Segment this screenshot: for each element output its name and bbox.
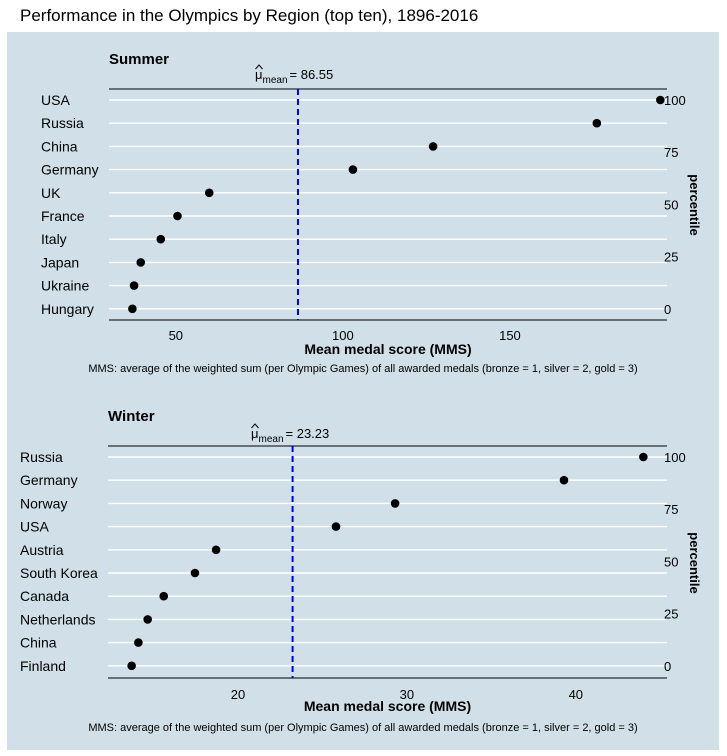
percentile-tick-label: 0 bbox=[664, 302, 671, 317]
data-point bbox=[156, 234, 166, 244]
data-point bbox=[190, 568, 200, 578]
data-point bbox=[428, 142, 438, 151]
chart-caption: MMS: average of the weighted sum (per Ol… bbox=[88, 722, 637, 734]
data-point bbox=[127, 661, 136, 671]
category-label: Germany bbox=[20, 472, 78, 488]
data-point bbox=[331, 522, 341, 531]
panel-title: Summer bbox=[109, 51, 169, 68]
x-tick-label: 150 bbox=[499, 328, 521, 343]
page-title: Performance in the Olympics by Region (t… bbox=[20, 6, 479, 25]
category-label: Russia bbox=[20, 449, 63, 465]
percentile-tick-label: 50 bbox=[664, 554, 678, 569]
x-tick-label: 40 bbox=[569, 687, 583, 702]
category-label: France bbox=[41, 208, 85, 224]
category-label: Netherlands bbox=[20, 611, 96, 627]
data-point bbox=[656, 95, 665, 105]
panel-winter: Winter Russia Germany Norway USA Austria South… bbox=[20, 408, 702, 734]
data-point bbox=[390, 499, 400, 508]
data-point bbox=[559, 475, 569, 485]
percentile-axis-label: percentile bbox=[687, 174, 702, 235]
category-label: USA bbox=[41, 92, 70, 108]
data-point bbox=[639, 452, 648, 462]
data-point bbox=[143, 615, 152, 624]
data-point bbox=[129, 281, 139, 290]
percentile-tick-label: 25 bbox=[664, 250, 678, 265]
category-label: Hungary bbox=[41, 301, 94, 317]
percentile-tick-label: 75 bbox=[664, 145, 678, 160]
category-label: USA bbox=[20, 519, 49, 535]
mean-label: μmean = 86.55 bbox=[255, 67, 333, 86]
data-point bbox=[128, 304, 137, 314]
category-label: Finland bbox=[20, 658, 66, 674]
percentile-tick-label: 100 bbox=[664, 93, 686, 108]
category-label: Italy bbox=[41, 231, 67, 247]
data-point bbox=[159, 591, 169, 601]
percentile-tick-label: 100 bbox=[664, 450, 686, 465]
x-tick-label: 30 bbox=[400, 687, 414, 702]
mean-label: μmean = 23.23 bbox=[251, 426, 329, 445]
category-label: China bbox=[20, 635, 57, 651]
category-label: Russia bbox=[41, 115, 84, 131]
data-point bbox=[134, 638, 143, 647]
data-point bbox=[348, 165, 358, 174]
x-axis-label: Mean medal score (MMS) bbox=[304, 698, 471, 714]
percentile-tick-label: 0 bbox=[664, 659, 671, 674]
data-point bbox=[592, 118, 602, 128]
percentile-axis-label: percentile bbox=[687, 532, 702, 593]
data-point bbox=[204, 188, 214, 198]
category-label: Austria bbox=[20, 542, 64, 558]
category-label: Germany bbox=[41, 162, 99, 178]
chart-background bbox=[7, 32, 719, 750]
category-label: Norway bbox=[20, 495, 67, 511]
category-label: Ukraine bbox=[41, 278, 89, 294]
panel-summer: Summer USA Russia China Germany UK France Italy… bbox=[41, 51, 702, 375]
x-tick-label: 100 bbox=[332, 328, 354, 343]
category-label: Japan bbox=[41, 254, 79, 270]
data-point bbox=[173, 211, 182, 221]
percentile-tick-label: 75 bbox=[664, 502, 678, 517]
mean-hat bbox=[251, 423, 259, 429]
x-axis-label: Mean medal score (MMS) bbox=[304, 341, 471, 357]
category-label: South Korea bbox=[20, 565, 98, 581]
category-label: China bbox=[41, 138, 78, 154]
percentile-tick-label: 25 bbox=[664, 607, 678, 622]
category-label: UK bbox=[41, 185, 61, 201]
x-tick-label: 50 bbox=[169, 328, 183, 343]
data-point bbox=[136, 258, 146, 267]
category-label: Canada bbox=[20, 588, 69, 604]
panel-title: Winter bbox=[108, 408, 155, 425]
percentile-tick-label: 50 bbox=[664, 197, 678, 212]
mean-hat bbox=[255, 64, 263, 70]
x-tick-label: 20 bbox=[231, 687, 245, 702]
chart-caption: MMS: average of the weighted sum (per Ol… bbox=[88, 363, 637, 375]
data-point bbox=[211, 545, 221, 555]
